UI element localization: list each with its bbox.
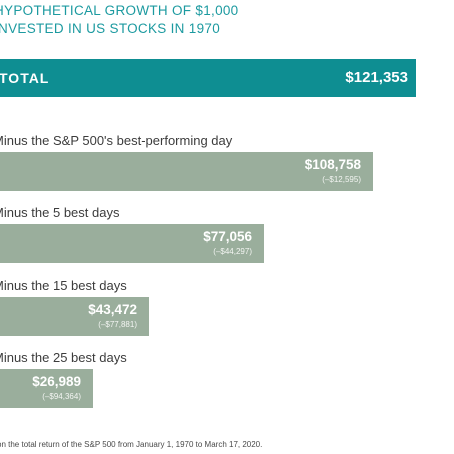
footnote: on the total return of the S&P 500 from … [0,440,263,449]
bar [0,224,264,263]
bar-difference-label: (–$12,595) [322,175,361,184]
bar-category-label: Minus the 5 best days [0,205,120,220]
bar-category-label: Minus the 25 best days [0,350,127,365]
chart-title-line-2: INVESTED IN US STOCKS IN 1970 [0,21,221,36]
bar-value-label: $43,472 [88,302,137,317]
bar [0,297,149,336]
total-bar [0,59,416,97]
bar-value-label: $108,758 [304,157,361,172]
bar-category-label: Minus the S&P 500's best-performing day [0,133,233,148]
chart-title-line-1: HYPOTHETICAL GROWTH OF $1,000 [0,3,239,18]
chart-title: HYPOTHETICAL GROWTH OF $1,000 INVESTED I… [0,2,239,38]
bar-value-label: $26,989 [32,374,81,389]
total-value: $121,353 [345,69,408,86]
bar-category-label: Minus the 15 best days [0,278,127,293]
bar [0,152,373,191]
bar-difference-label: (–$94,364) [42,392,81,401]
total-label: TOTAL [0,70,50,86]
bar-value-label: $77,056 [203,229,252,244]
bar-difference-label: (–$77,881) [98,320,137,329]
bar [0,369,93,408]
bar-difference-label: (–$44,297) [213,247,252,256]
